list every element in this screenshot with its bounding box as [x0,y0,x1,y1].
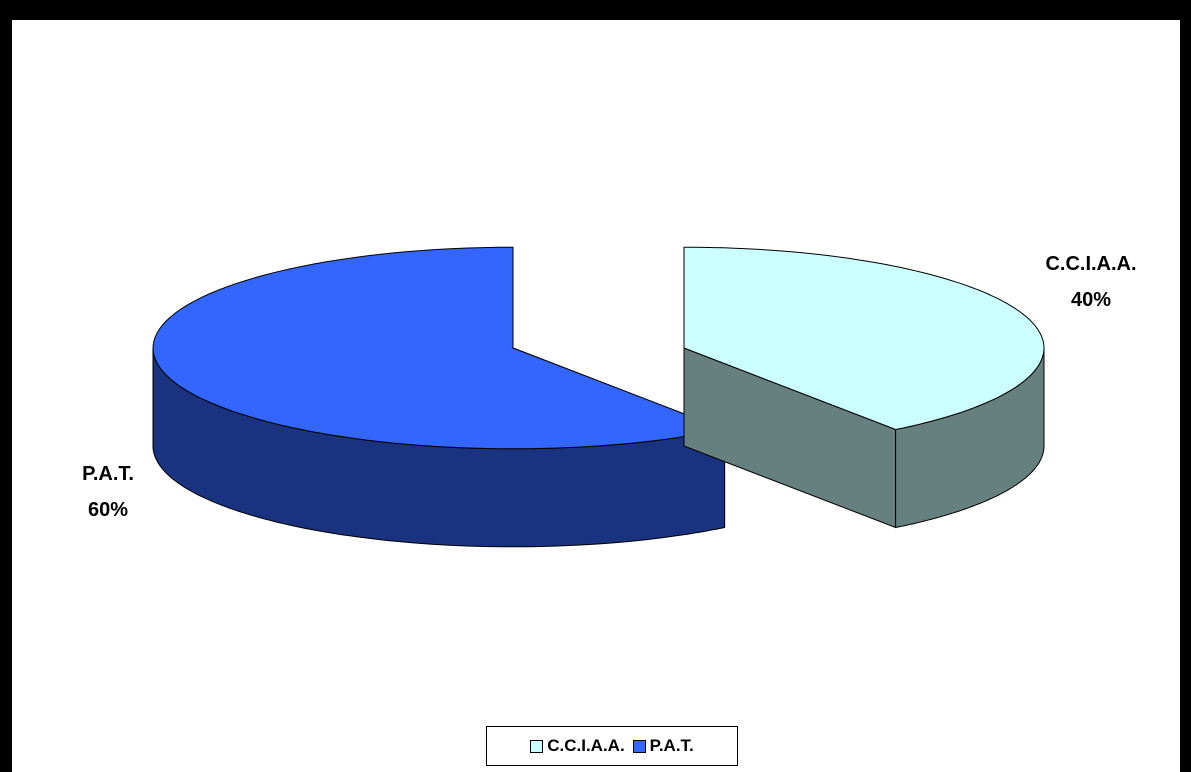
slice-label-pat: P.A.T. [82,463,134,485]
slice-percent-cciaa: 40% [1071,289,1111,311]
legend-swatch-pat [632,739,646,753]
slice-label-cciaa: C.C.I.A.A. [1045,253,1136,275]
pie-slice-pat [152,246,727,548]
pie-slice-cciaa-top [683,246,1045,431]
chart-area: P.A.T. 60% C.C.I.A.A. 40% C.C.I.A.A. P.A.T. [12,20,1180,772]
legend-label-pat: P.A.T. [649,736,694,755]
legend-item-pat: P.A.T. [632,736,694,756]
pie-chart: P.A.T. 60% C.C.I.A.A. 40% [82,246,1137,548]
legend-label-cciaa: C.C.I.A.A. [547,736,625,755]
slice-percent-pat: 60% [88,499,128,521]
legend: C.C.I.A.A. P.A.T. [486,726,738,766]
pie-slice-pat-top [152,246,727,450]
pie-slice-cciaa [683,246,1045,529]
legend-item-cciaa: C.C.I.A.A. [530,736,625,756]
legend-swatch-cciaa [530,739,544,753]
